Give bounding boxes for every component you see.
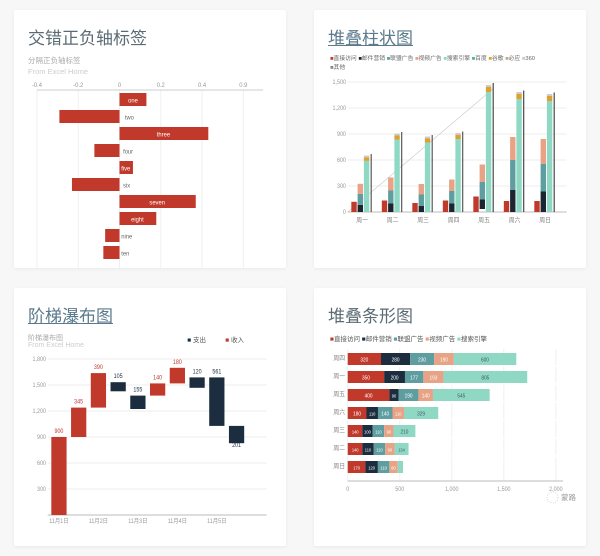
svg-text:周日: 周日 <box>539 217 551 224</box>
svg-text:周三: 周三 <box>333 427 345 434</box>
svg-text:110: 110 <box>380 465 387 470</box>
svg-text:320: 320 <box>360 357 368 363</box>
svg-text:180: 180 <box>173 360 182 366</box>
svg-text:120: 120 <box>368 465 375 470</box>
svg-text:500: 500 <box>395 487 404 493</box>
svg-text:345: 345 <box>74 399 83 405</box>
svg-text:eight: eight <box>131 216 144 223</box>
svg-text:周日: 周日 <box>333 463 345 470</box>
svg-text:545: 545 <box>457 393 465 399</box>
svg-text:105: 105 <box>114 374 123 380</box>
svg-text:140: 140 <box>381 411 389 417</box>
svg-text:one: one <box>128 97 138 104</box>
svg-text:110: 110 <box>395 411 402 416</box>
svg-text:0: 0 <box>346 487 349 493</box>
svg-text:seven: seven <box>149 199 165 206</box>
svg-text:80: 80 <box>391 465 396 470</box>
svg-text:周四: 周四 <box>448 217 460 224</box>
svg-text:90: 90 <box>387 429 392 434</box>
svg-text:周六: 周六 <box>509 216 521 224</box>
svg-text:190: 190 <box>405 393 413 399</box>
svg-text:11月4日: 11月4日 <box>168 518 187 525</box>
svg-text:400: 400 <box>365 393 373 399</box>
svg-text:201: 201 <box>232 443 241 449</box>
svg-text:1,800: 1,800 <box>32 357 45 363</box>
svg-text:300: 300 <box>337 184 346 190</box>
svg-text:1,000: 1,000 <box>445 487 458 493</box>
svg-text:210: 210 <box>400 429 408 435</box>
svg-text:805: 805 <box>481 375 489 381</box>
svg-text:900: 900 <box>54 429 63 435</box>
svg-text:five: five <box>121 165 131 172</box>
svg-text:11月5日: 11月5日 <box>207 518 226 525</box>
svg-text:100: 100 <box>364 429 371 434</box>
svg-text:周一: 周一 <box>333 373 345 380</box>
svg-text:600: 600 <box>37 461 46 467</box>
svg-text:0.4: 0.4 <box>198 82 207 89</box>
svg-text:600: 600 <box>337 158 346 164</box>
svg-text:140: 140 <box>352 429 359 434</box>
svg-text:280: 280 <box>392 357 400 363</box>
svg-text:140: 140 <box>153 375 162 381</box>
svg-text:0.9: 0.9 <box>239 82 248 89</box>
svg-text:140: 140 <box>352 447 359 452</box>
svg-text:11月2日: 11月2日 <box>89 518 108 525</box>
svg-text:1,500: 1,500 <box>332 80 345 86</box>
svg-text:180: 180 <box>353 411 361 417</box>
svg-text:0: 0 <box>343 210 346 216</box>
svg-text:周四: 周四 <box>333 355 345 362</box>
svg-text:周六: 周六 <box>333 408 345 416</box>
svg-text:110: 110 <box>365 447 372 452</box>
svg-text:110: 110 <box>369 411 376 416</box>
svg-text:900: 900 <box>337 132 346 138</box>
svg-text:11月1日: 11月1日 <box>49 518 68 525</box>
svg-text:390: 390 <box>94 365 103 371</box>
svg-text:周五: 周五 <box>478 217 490 224</box>
svg-text:ten: ten <box>121 250 130 257</box>
svg-text:six: six <box>123 182 131 189</box>
svg-text:周五: 周五 <box>333 391 345 398</box>
svg-text:140: 140 <box>422 393 430 399</box>
svg-text:177: 177 <box>410 375 418 381</box>
svg-text:90: 90 <box>392 393 397 398</box>
svg-text:周三: 周三 <box>417 217 429 224</box>
svg-text:周二: 周二 <box>333 445 345 452</box>
svg-text:110: 110 <box>375 429 382 434</box>
svg-text:three: three <box>157 131 171 138</box>
svg-text:170: 170 <box>353 465 360 470</box>
svg-text:1,200: 1,200 <box>332 106 345 112</box>
svg-text:1,200: 1,200 <box>32 409 45 415</box>
svg-text:110: 110 <box>376 447 383 452</box>
svg-text:900: 900 <box>37 435 46 441</box>
svg-text:190: 190 <box>440 357 448 363</box>
svg-text:155: 155 <box>133 387 142 393</box>
svg-text:300: 300 <box>37 487 46 493</box>
svg-text:11月3日: 11月3日 <box>128 518 147 525</box>
svg-text:-0.4: -0.4 <box>32 82 43 89</box>
svg-text:-0.2: -0.2 <box>73 82 84 89</box>
svg-text:1,500: 1,500 <box>497 487 510 493</box>
svg-text:134: 134 <box>398 447 405 452</box>
svg-text:120: 120 <box>193 369 202 375</box>
svg-text:nine: nine <box>121 233 133 240</box>
svg-text:周二: 周二 <box>387 217 399 224</box>
svg-text:200: 200 <box>391 375 399 381</box>
svg-text:four: four <box>123 148 133 155</box>
svg-text:193: 193 <box>429 375 437 381</box>
svg-text:350: 350 <box>362 375 370 381</box>
svg-text:周一: 周一 <box>356 217 368 224</box>
svg-text:1,500: 1,500 <box>32 383 45 389</box>
svg-text:two: two <box>125 114 135 121</box>
svg-text:0: 0 <box>118 82 122 89</box>
svg-text:561: 561 <box>212 369 221 375</box>
svg-text:90: 90 <box>388 447 393 452</box>
svg-text:600: 600 <box>481 357 489 363</box>
svg-text:230: 230 <box>418 357 426 363</box>
svg-text:0.2: 0.2 <box>157 82 166 89</box>
svg-text:329: 329 <box>417 411 425 417</box>
